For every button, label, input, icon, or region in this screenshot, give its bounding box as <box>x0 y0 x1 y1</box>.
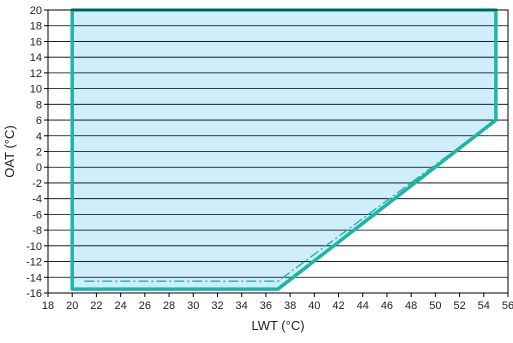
x-tick-label-40: 40 <box>308 300 320 312</box>
y-tick-label-10: 10 <box>30 84 42 96</box>
y-tick-label-4: 4 <box>36 131 42 143</box>
envelope-area-fill <box>72 10 496 290</box>
y-tick-label-20: 20 <box>30 5 42 17</box>
y-tick-label-12: 12 <box>30 68 42 80</box>
y-tick-label--14: -14 <box>26 272 42 284</box>
y-tick-label-16: 16 <box>30 36 42 48</box>
envelope-fill-layer <box>72 10 496 290</box>
x-tick-label-52: 52 <box>453 300 465 312</box>
y-tick-label-14: 14 <box>30 52 42 64</box>
x-tick-label-48: 48 <box>405 300 417 312</box>
y-tick-label-6: 6 <box>36 115 42 127</box>
x-axis-title: LWT (°C) <box>251 318 304 333</box>
tick-labels: 18 20 22 24 26 28 30 32 34 36 38 40 42 44 46 48 50 52 54 56… <box>26 5 513 312</box>
x-tick-label-42: 42 <box>332 300 344 312</box>
y-tick-label--12: -12 <box>26 257 42 269</box>
axes <box>44 9 509 297</box>
y-tick-label-18: 18 <box>30 21 42 33</box>
y-tick-label--4: -4 <box>32 194 42 206</box>
series-lines <box>70 8 498 291</box>
x-tick-label-22: 22 <box>90 300 102 312</box>
dash-dot-limit-line <box>84 119 497 282</box>
x-tick-label-30: 30 <box>187 300 199 312</box>
x-tick-label-54: 54 <box>478 300 490 312</box>
x-tick-label-24: 24 <box>115 300 127 312</box>
x-tick-label-36: 36 <box>260 300 272 312</box>
y-tick-label--2: -2 <box>32 178 42 190</box>
y-tick-label--10: -10 <box>26 241 42 253</box>
y-tick-label-2: 2 <box>36 147 42 159</box>
x-tick-label-18: 18 <box>42 300 54 312</box>
x-tick-label-38: 38 <box>284 300 296 312</box>
x-tick-label-28: 28 <box>163 300 175 312</box>
envelope-boundary-line <box>70 8 498 291</box>
x-tick-label-46: 46 <box>381 300 393 312</box>
x-tick-label-26: 26 <box>139 300 151 312</box>
x-tick-label-20: 20 <box>66 300 78 312</box>
y-tick-label-8: 8 <box>36 99 42 111</box>
x-tick-label-32: 32 <box>211 300 223 312</box>
y-tick-label-0: 0 <box>36 162 42 174</box>
y-tick-label--16: -16 <box>26 288 42 300</box>
x-tick-label-44: 44 <box>357 300 369 312</box>
y-tick-label--8: -8 <box>32 225 42 237</box>
x-tick-label-50: 50 <box>429 300 441 312</box>
y-axis-title: OAT (°C) <box>2 125 17 177</box>
x-tick-label-56: 56 <box>502 300 513 312</box>
y-tick-label--6: -6 <box>32 209 42 221</box>
x-tick-label-34: 34 <box>236 300 248 312</box>
